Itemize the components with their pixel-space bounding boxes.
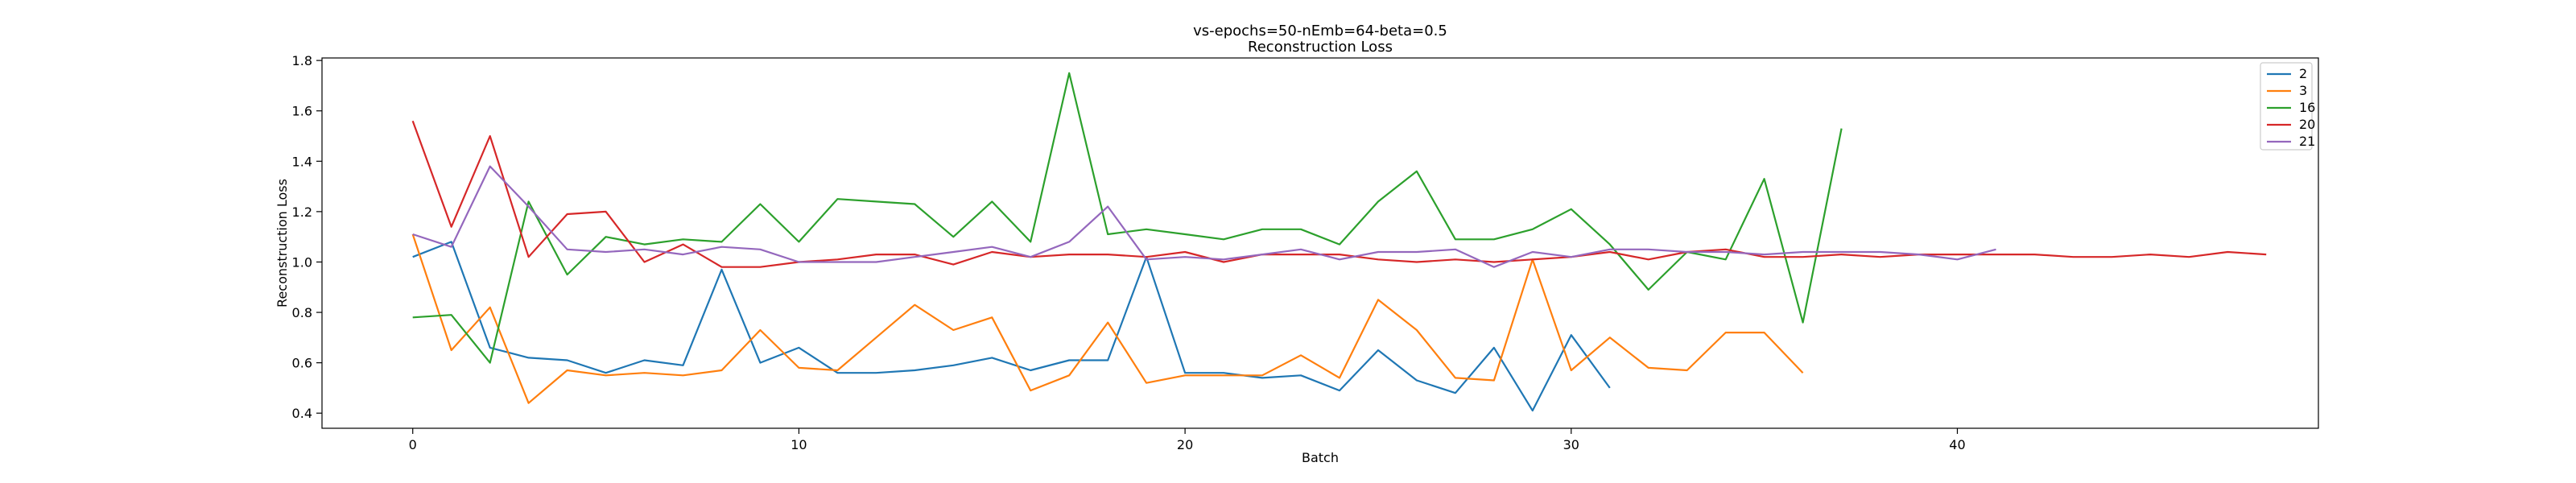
legend-label-3: 3 <box>2299 83 2307 98</box>
x-axis-label: Batch <box>1302 450 1339 465</box>
x-tick-label: 40 <box>1949 437 1965 452</box>
legend-label-20: 20 <box>2299 117 2315 132</box>
series-line-21 <box>412 165 1996 268</box>
x-tick-label: 0 <box>409 437 417 452</box>
legend-label-21: 21 <box>2299 134 2315 149</box>
y-tick-label: 1.6 <box>292 104 312 119</box>
y-tick-label: 0.6 <box>292 356 312 371</box>
y-axis-label: Reconstruction Loss <box>275 179 290 308</box>
series-line-3 <box>411 233 1804 404</box>
y-tick-label: 0.4 <box>292 406 312 421</box>
x-axis: 0 10 20 30 40 <box>409 428 1966 452</box>
x-tick-label: 20 <box>1177 437 1193 452</box>
y-tick-label: 1.4 <box>292 154 312 169</box>
plot-frame <box>321 57 2319 429</box>
legend-box <box>2260 62 2313 151</box>
chart-title: vs-epochs=50-nEmb=64-beta=0.5 <box>1193 23 1447 39</box>
y-tick-label: 1.8 <box>292 53 312 68</box>
legend: 2 3 16 20 21 <box>2260 62 2315 151</box>
legend-label-16: 16 <box>2299 100 2315 115</box>
y-tick-label: 0.8 <box>292 305 312 320</box>
legend-label-2: 2 <box>2299 66 2307 81</box>
series-line-20 <box>411 120 2267 268</box>
x-tick-label: 30 <box>1563 437 1579 452</box>
chart-subtitle: Reconstruction Loss <box>1248 39 1393 56</box>
y-tick-label: 1.0 <box>292 254 312 270</box>
series-line-2 <box>412 241 1611 412</box>
series-layer <box>411 72 2267 412</box>
y-axis: 0.4 0.6 0.8 1.0 1.2 1.4 1.6 1.8 <box>292 53 322 421</box>
series-line-16 <box>412 72 1843 364</box>
x-tick-label: 10 <box>791 437 807 452</box>
y-tick-label: 1.2 <box>292 204 312 220</box>
